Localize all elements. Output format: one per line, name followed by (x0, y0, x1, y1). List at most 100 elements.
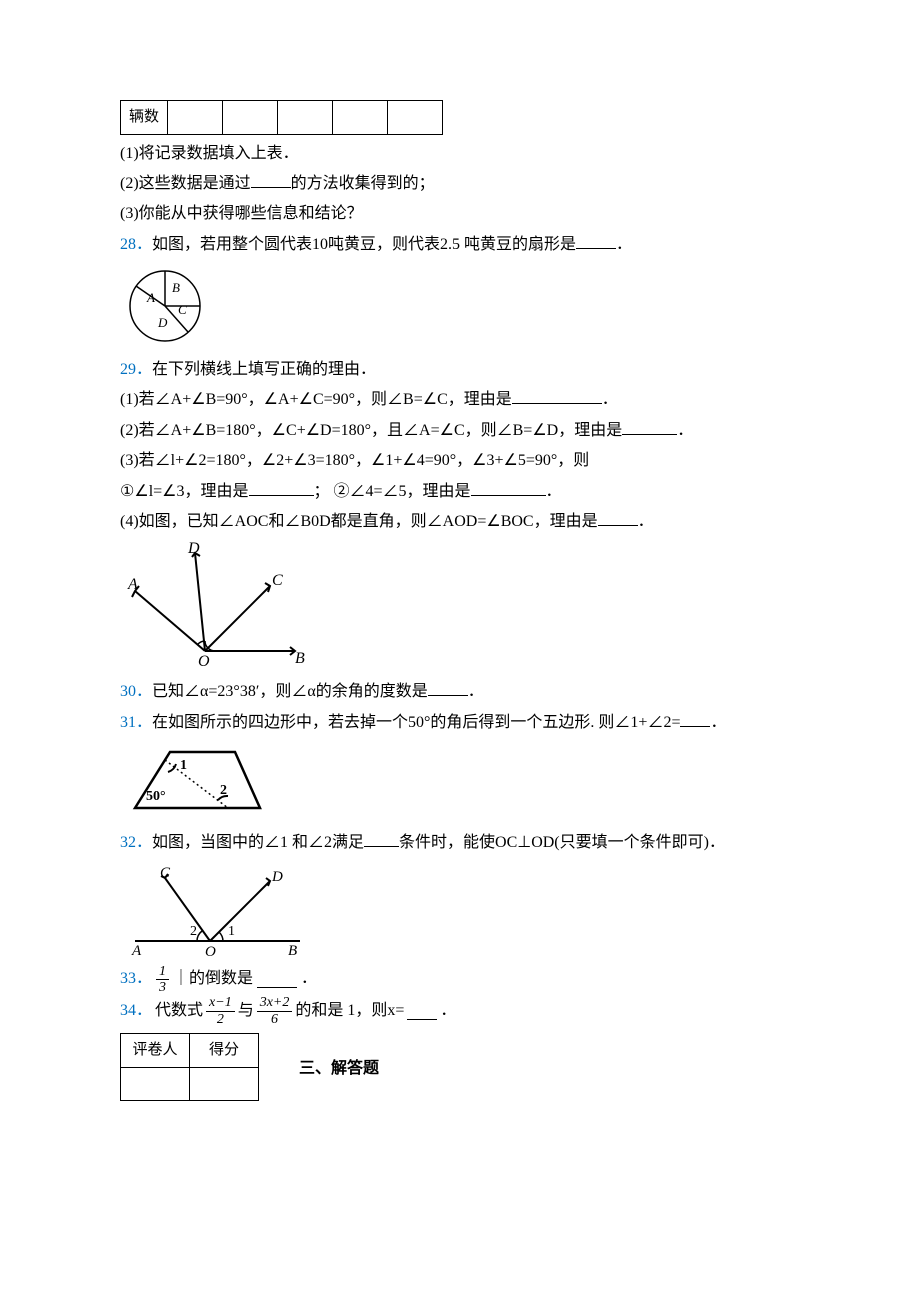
blank (428, 679, 468, 696)
text: 代数式 (155, 996, 203, 1026)
text: 在下列横线上填写正确的理由． (152, 361, 376, 378)
blank (622, 418, 677, 435)
angle-50: 50° (146, 789, 166, 804)
question-33: 33． 1 3 ｜的倒数是 ． (120, 964, 800, 996)
text: ①∠l=∠3，理由是 (120, 483, 249, 500)
blank (512, 387, 602, 404)
text: 与 (238, 996, 254, 1026)
text: (2)这些数据是通过 (120, 175, 251, 192)
pie-label-a: A (146, 290, 155, 305)
grader-cell (121, 1067, 190, 1101)
angle-2: 2 (190, 924, 197, 939)
blank (249, 479, 314, 496)
label-o: O (198, 653, 210, 670)
question-30: 30．已知∠α=23°38′，则∠α的余角的度数是 ． (120, 677, 800, 707)
text: ． (710, 714, 726, 731)
pie-figure: A B C D (120, 264, 800, 349)
text: ； ②∠4=∠5，理由是 (314, 483, 471, 500)
question-number: 30． (120, 683, 152, 700)
numerator: 3x+2 (257, 995, 293, 1011)
text: ． (602, 391, 618, 408)
question-number: 32． (120, 834, 152, 851)
question-number: 29． (120, 361, 152, 378)
question-34: 34． 代数式 x−1 2 与 3x+2 6 的和是 1，则x= ． (120, 995, 800, 1027)
question-number: 34． (120, 996, 152, 1026)
table-cell (278, 101, 333, 135)
denominator: 3 (156, 980, 169, 995)
pie-label-c: C (178, 302, 187, 317)
text: ． (546, 483, 562, 500)
q29-part4: (4)如图，已知∠AOC和∠B0D都是直角，则∠AOD=∠BOC，理由是 ． (120, 507, 800, 537)
text: 已知∠α=23°38′，则∠α的余角的度数是 (152, 683, 428, 700)
label-d: D (271, 869, 283, 885)
q29-part3: (3)若∠l+∠2=180°，∠2+∠3=180°，∠1+∠4=90°，∠3+∠… (120, 446, 800, 476)
label-b: B (295, 650, 305, 667)
pie-label-b: B (172, 280, 180, 295)
text: 如图，若用整个圆代表10吨黄豆，则代表2.5 吨黄豆的扇形是 (152, 236, 576, 253)
table-cell (168, 101, 223, 135)
text: 在如图所示的四边形中，若去掉一个50°的角后得到一个五边形. 则∠1+∠2= (152, 714, 680, 731)
angle-1: 1 (228, 924, 235, 939)
question-28: 28．如图，若用整个圆代表10吨黄豆，则代表2.5 吨黄豆的扇形是． (120, 230, 800, 260)
text: 的方法收集得到的； (291, 175, 435, 192)
question-number: 33． (120, 964, 152, 994)
denominator: 6 (257, 1012, 293, 1027)
blank (364, 830, 399, 847)
row-label: 辆数 (121, 101, 168, 135)
sub-question-2: (2)这些数据是通过 的方法收集得到的； (120, 169, 800, 199)
blank (251, 171, 291, 188)
angle-figure-29: A B C D O (120, 541, 800, 671)
text: 的和是 1，则x= (295, 996, 404, 1026)
label-c: C (272, 572, 283, 589)
text: 条件时，能使OC⊥OD(只要填一个条件即可)． (399, 834, 725, 851)
blank (576, 232, 616, 249)
vehicle-count-table: 辆数 (120, 100, 443, 135)
fraction-2: 3x+2 6 (257, 995, 293, 1027)
numerator: x−1 (206, 995, 235, 1011)
score-header: 得分 (190, 1034, 259, 1068)
question-29-lead: 29．在下列横线上填写正确的理由． (120, 355, 800, 385)
fraction-1-3: 1 3 (156, 964, 169, 996)
text: 如图，当图中的∠1 和∠2满足 (152, 834, 364, 851)
grader-header: 评卷人 (121, 1034, 190, 1068)
label-b: B (288, 943, 297, 958)
blank (598, 509, 638, 526)
table-cell (223, 101, 278, 135)
text: ． (616, 236, 632, 253)
text: (2)若∠A+∠B=180°，∠C+∠D=180°，且∠A=∠C，则∠B=∠D，… (120, 422, 622, 439)
sub-question-1: (1)将记录数据填入上表． (120, 139, 800, 169)
q29-part1: (1)若∠A+∠B=90°，∠A+∠C=90°，则∠B=∠C，理由是 ． (120, 385, 800, 415)
q29-part3-line: ①∠l=∠3，理由是 ； ②∠4=∠5，理由是 ． (120, 477, 800, 507)
angle-figure-32: A B C D O 1 2 (120, 863, 800, 958)
text: (1)若∠A+∠B=90°，∠A+∠C=90°，则∠B=∠C，理由是 (120, 391, 512, 408)
question-32: 32．如图，当图中的∠1 和∠2满足 条件时，能使OC⊥OD(只要填一个条件即可)… (120, 828, 800, 858)
angle-2: 2 (220, 783, 227, 798)
label-a: A (127, 576, 138, 593)
blank (471, 479, 546, 496)
text: (4)如图，已知∠AOC和∠B0D都是直角，则∠AOD=∠BOC，理由是 (120, 513, 598, 530)
denominator: 2 (206, 1012, 235, 1027)
text: ． (638, 513, 654, 530)
quad-figure-31: 50° 1 2 (120, 742, 800, 822)
angle-1: 1 (180, 758, 187, 773)
sub-question-3: (3)你能从中获得哪些信息和结论？ (120, 199, 800, 229)
question-number: 31． (120, 714, 152, 731)
table-cell (388, 101, 443, 135)
q29-part2: (2)若∠A+∠B=180°，∠C+∠D=180°，且∠A=∠C，则∠B=∠D，… (120, 416, 800, 446)
text: ． (440, 996, 456, 1026)
table-cell (333, 101, 388, 135)
text: ． (468, 683, 484, 700)
numerator: 1 (156, 964, 169, 980)
score-cell (190, 1067, 259, 1101)
text: ｜的倒数是 (173, 964, 253, 994)
text: ． (301, 964, 317, 994)
label-a: A (131, 943, 142, 958)
blank (680, 710, 710, 727)
grade-table: 评卷人 得分 (120, 1033, 259, 1101)
blank (257, 971, 297, 988)
label-c: C (160, 865, 171, 881)
text: ． (677, 422, 693, 439)
fraction-1: x−1 2 (206, 995, 235, 1027)
blank (407, 1003, 437, 1020)
label-d: D (187, 541, 200, 557)
